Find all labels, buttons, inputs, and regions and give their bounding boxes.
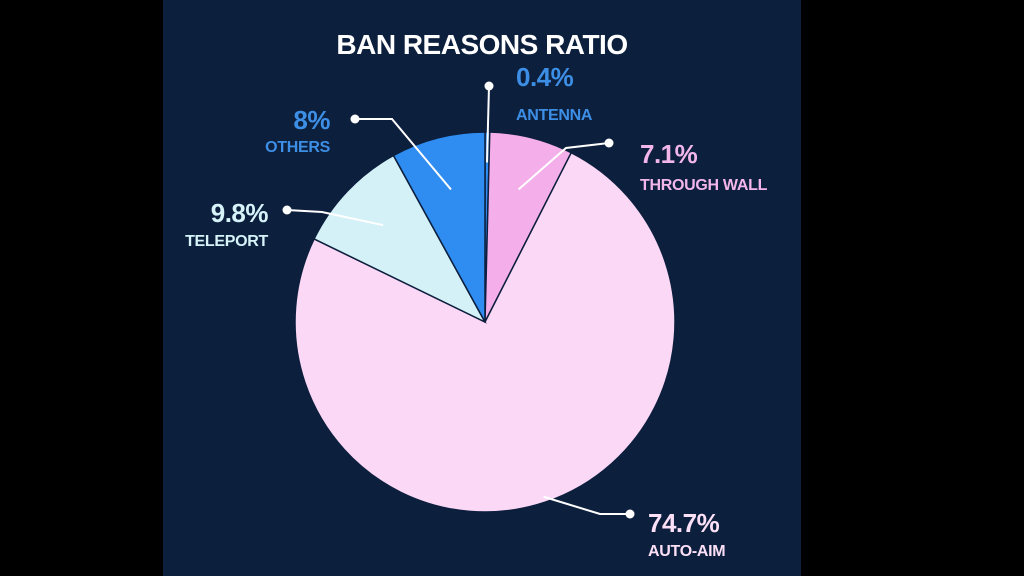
- callout-dot-others: [350, 114, 360, 124]
- callout-line-through-wall: [517, 142, 610, 191]
- pie-callouts: 0.4% ANTENNA 7.1% THROUGH WALL 74.7% AUTO-AIM…: [185, 62, 768, 560]
- callout-line-others: [355, 118, 452, 191]
- callout-dot-teleport: [282, 205, 292, 215]
- chart-title: BAN REASONS RATIO: [336, 29, 627, 60]
- slice-value-label-others: 8%: [293, 105, 330, 135]
- callout-line-antenna: [486, 85, 490, 163]
- slice-name-label-antenna: ANTENNA: [516, 107, 593, 124]
- slice-value-label-antenna: 0.4%: [516, 62, 574, 92]
- callout-dot-through-wall: [604, 138, 614, 148]
- pie-slice-teleport: [313, 154, 487, 324]
- slice-value-label-teleport: 9.8%: [211, 198, 269, 228]
- slice-value-label-through-wall: 7.1%: [640, 139, 698, 169]
- callout-line-teleport: [286, 209, 384, 227]
- slice-name-label-auto-aim: AUTO-AIM: [648, 543, 725, 560]
- slice-name-label-through-wall: THROUGH WALL: [640, 177, 768, 194]
- pie-slice-others: [392, 131, 486, 323]
- slice-name-label-others: OTHERS: [265, 139, 331, 156]
- slice-value-label-auto-aim: 74.7%: [648, 508, 720, 538]
- slice-name-label-teleport: TELEPORT: [185, 233, 268, 250]
- callout-dot-antenna: [484, 81, 494, 91]
- pie-slice-auto-aim: [294, 151, 676, 513]
- callout-dot-auto-aim: [625, 509, 635, 519]
- callout-line-auto-aim: [543, 495, 630, 515]
- pie-slices: [294, 131, 676, 513]
